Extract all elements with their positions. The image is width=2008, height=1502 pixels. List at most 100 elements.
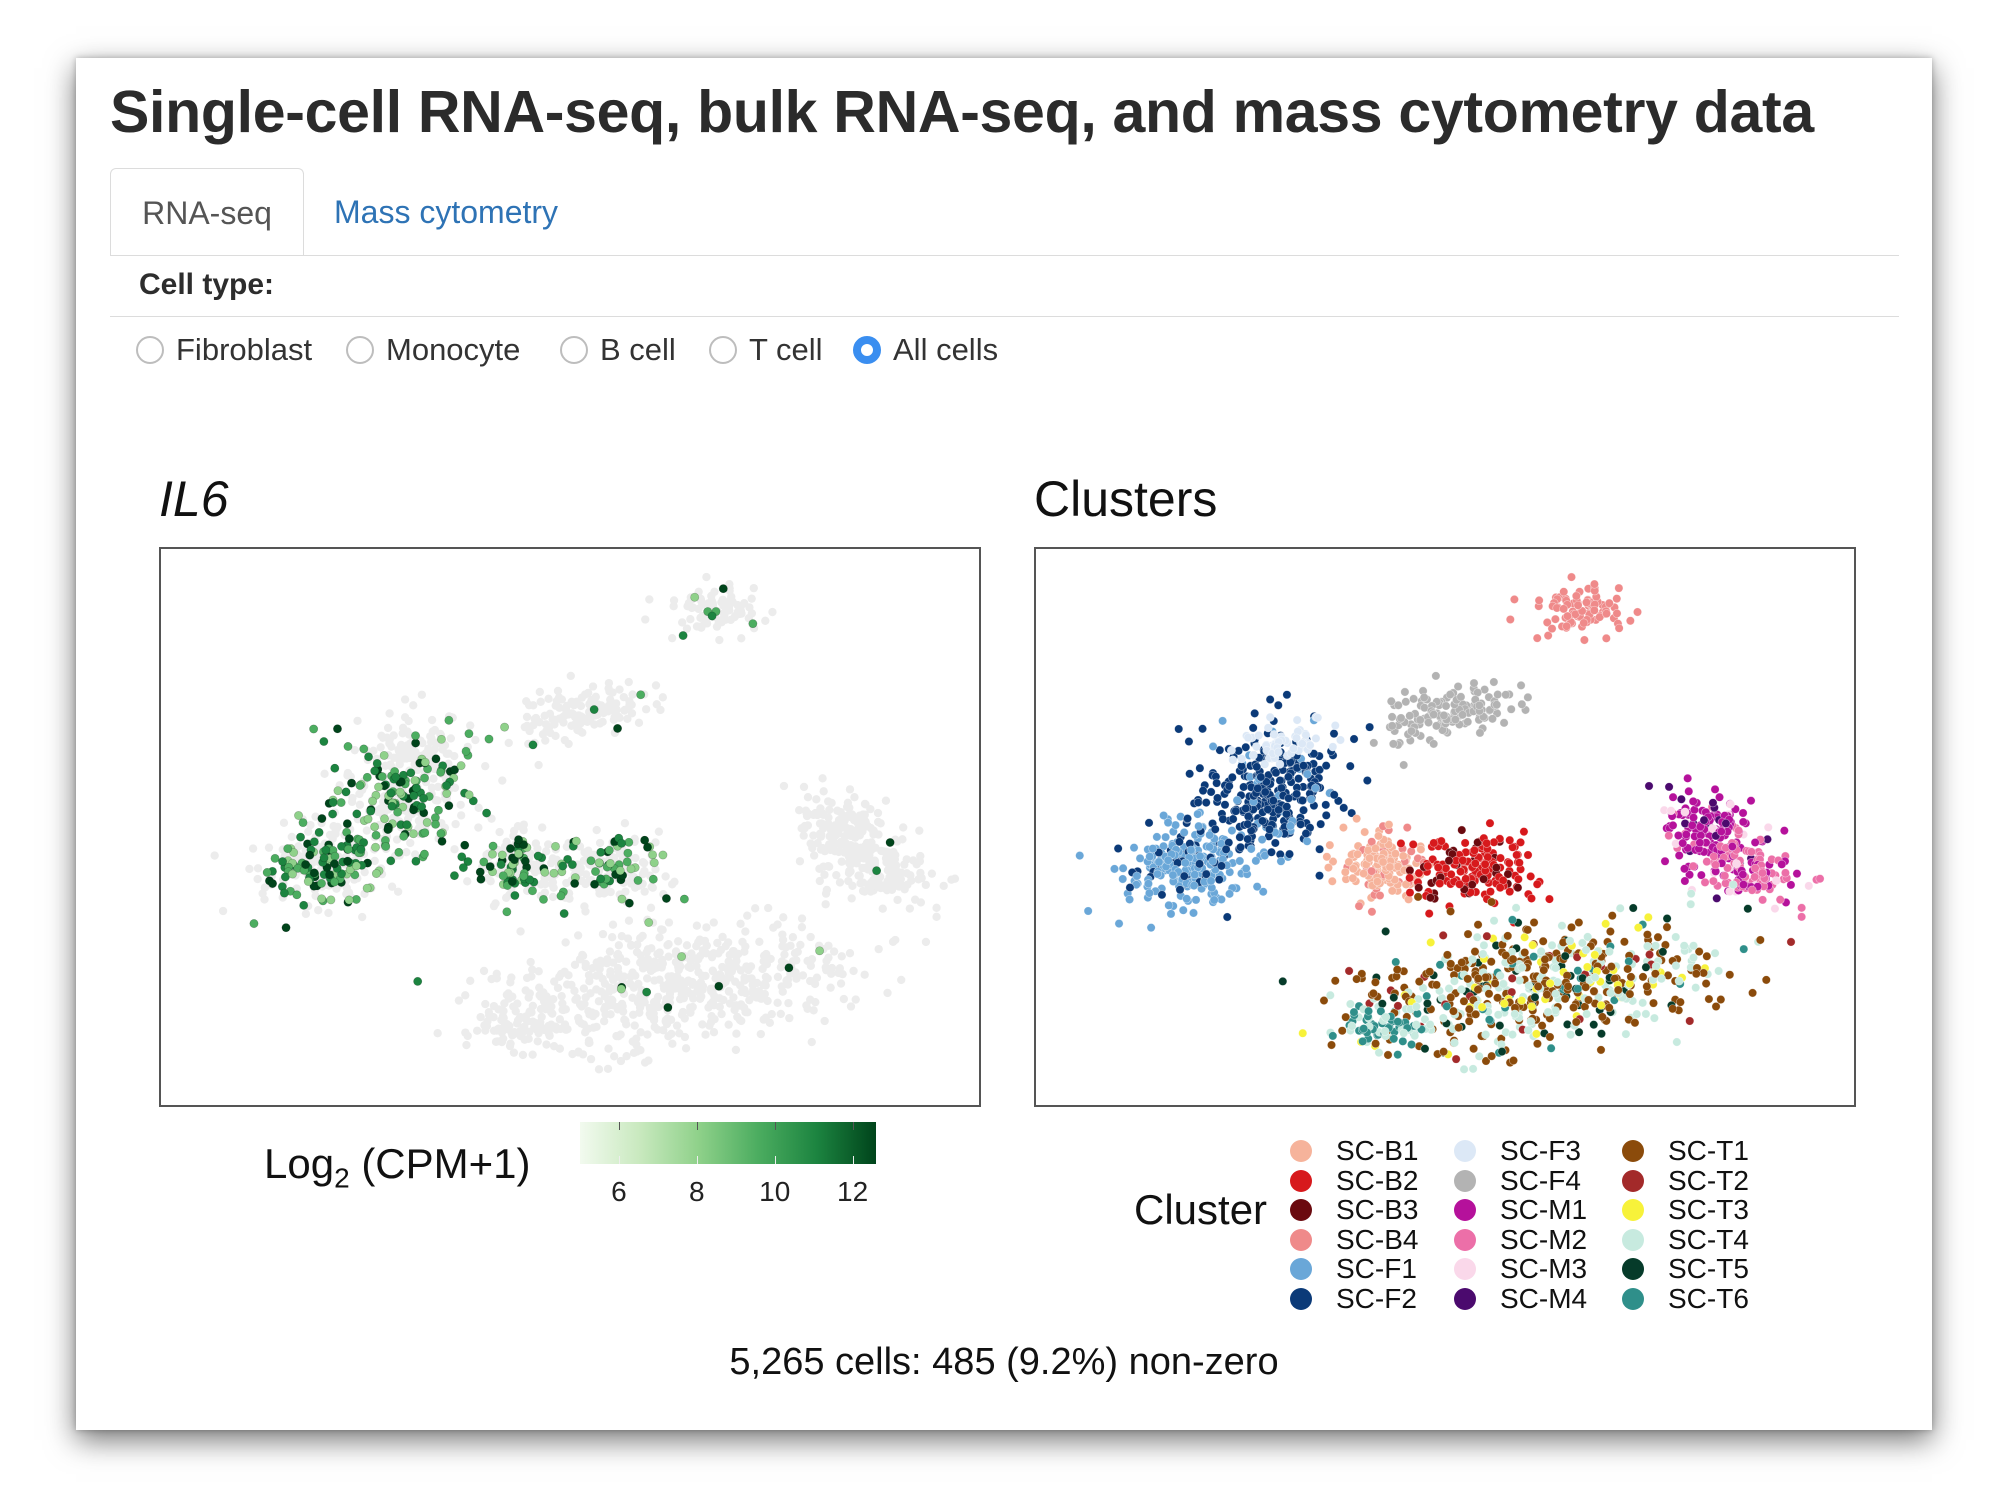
expression-tsne-plot[interactable] [159,547,981,1107]
cell-point [777,982,786,991]
cell-point [1469,1044,1479,1054]
colorbar-title: Log2 (CPM+1) [264,1140,531,1194]
cell-point [1786,880,1796,890]
cell-point [1537,1021,1547,1031]
radio-fibroblast[interactable]: Fibroblast [136,332,312,368]
cluster-color-swatch [1290,1228,1312,1251]
cluster-legend-item: SC-F3 [1454,1135,1581,1167]
radio-button-icon[interactable] [136,336,164,364]
cluster-tsne-plot[interactable] [1034,547,1856,1107]
cell-point [621,887,630,896]
cell-point [1711,1002,1721,1011]
cell-point [630,1021,639,1030]
cell-point [1467,954,1477,964]
cell-point [1184,737,1194,746]
cell-point [1286,821,1295,831]
cell-point [1419,693,1429,702]
tab-rna-seq[interactable]: RNA-seq [110,168,304,256]
cluster-color-swatch [1290,1169,1312,1192]
expressing-cell-point [268,879,278,889]
cell-point [856,843,865,853]
cell-point [830,838,839,847]
cell-point [820,870,829,879]
cell-point [1479,940,1489,950]
radio-button-icon[interactable] [709,336,737,364]
cell-point [1257,816,1267,826]
cell-point [1653,932,1663,942]
cell-point [601,888,610,897]
cell-point [803,821,813,830]
expressing-cell-point [436,767,446,777]
cell-point [764,903,773,913]
expressing-cell-point [498,871,508,881]
cell-point [1276,856,1286,866]
cell-point [1205,830,1215,840]
colorbar-title-main: Log [264,1140,335,1187]
cell-point [1641,1009,1651,1019]
expressing-cell-point [420,757,430,767]
cell-point [1520,948,1530,957]
cell-point [534,967,543,976]
radio-button-selected-icon[interactable] [853,336,881,364]
cell-point [898,835,907,844]
cell-point [694,938,703,947]
radio-button-icon[interactable] [560,336,588,364]
cell-point [548,1009,557,1018]
cell-point [348,793,357,803]
radio-button-icon[interactable] [346,336,374,364]
cell-point [1441,701,1451,711]
cell-point [1284,793,1294,803]
cell-point [1509,1056,1518,1065]
expressing-cell-point [309,837,319,847]
cell-point [826,983,835,992]
cell-point [1306,795,1316,804]
cell-point [1393,1001,1403,1011]
cell-point [576,864,585,873]
cell-point [369,746,378,756]
cell-point [1409,694,1419,704]
cell-point [1399,760,1409,770]
cell-point [1711,860,1721,870]
cell-point [627,700,636,709]
cell-point [1513,883,1523,893]
cell-point [1225,889,1235,899]
cell-point [1574,1027,1584,1037]
expressing-cell-point [520,856,530,866]
tab-mass-cytometry[interactable]: Mass cytometry [334,194,559,230]
cell-point [444,749,453,758]
cell-point [533,1037,542,1046]
colorbar-tick [618,1122,620,1164]
cell-point [1579,618,1589,628]
expressing-cell-point [514,835,524,845]
radio-t-cell[interactable]: T cell [709,332,823,368]
radio-label: Monocyte [386,332,521,367]
cell-point [832,870,841,880]
cell-point [1386,696,1396,706]
expressing-cell-point [436,734,446,744]
cell-point [393,887,403,896]
radio-all-cells[interactable]: All cells [853,332,998,368]
cell-point [1716,827,1726,837]
cell-point [1597,1012,1607,1022]
cell-point [672,1021,682,1030]
cell-point [905,904,915,913]
cell-point [1457,958,1467,967]
cell-point [815,807,825,817]
cell-point [1416,844,1426,854]
cell-point [1344,857,1354,867]
cell-point [773,998,782,1008]
radio-monocyte[interactable]: Monocyte [346,332,520,368]
cell-point [581,959,590,969]
cell-point [509,1048,519,1057]
cell-point [1185,769,1195,779]
cell-point [874,817,883,827]
cell-point [1513,874,1523,884]
radio-b-cell[interactable]: B cell [560,332,676,368]
cell-point [776,1009,785,1019]
cell-point [1399,1028,1409,1038]
cell-point [1732,859,1741,869]
expressing-cell-point [648,874,658,884]
cell-point [1633,923,1643,933]
cell-point [311,812,320,821]
cell-point [1263,804,1273,814]
